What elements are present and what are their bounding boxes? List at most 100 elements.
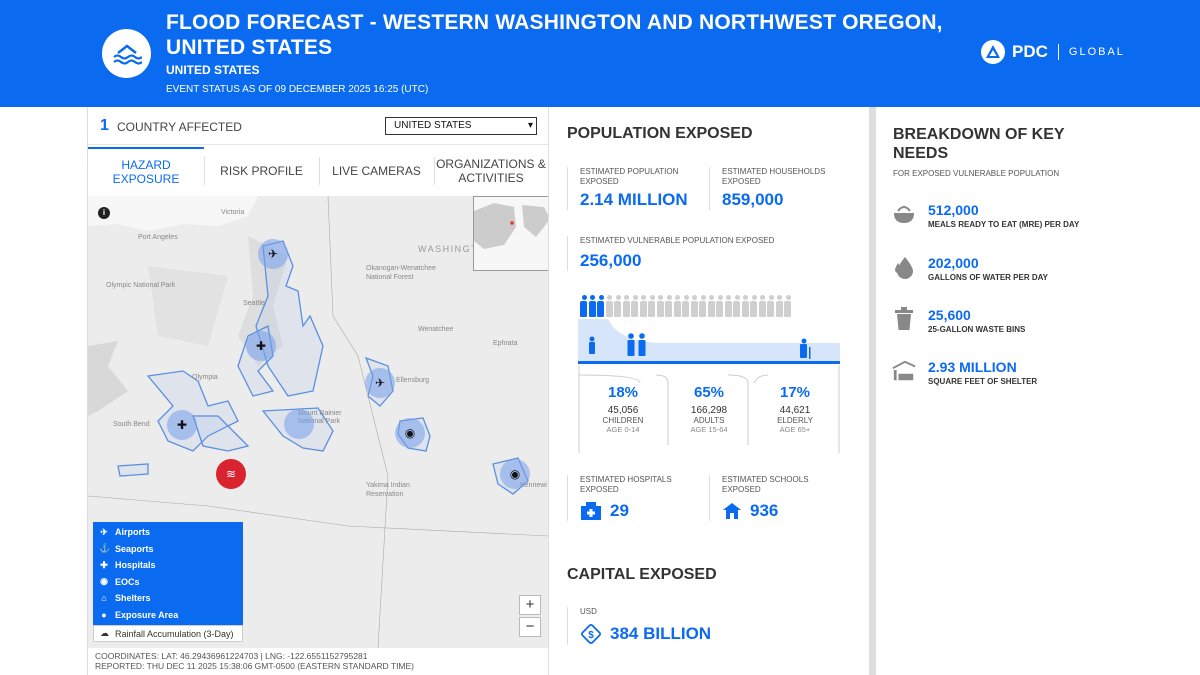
hospital-icon <box>581 502 601 520</box>
legend-seaports[interactable]: ⚓ Seaports <box>93 541 243 558</box>
person-icon <box>784 295 791 317</box>
person-head <box>581 295 587 300</box>
map-label-kennewick: Kennewi <box>520 482 547 489</box>
elderly-range: AGE 65+ <box>779 425 811 434</box>
children-range: AGE 0-14 <box>606 425 640 434</box>
adults-range: AGE 15-64 <box>690 425 728 434</box>
need-water-label: GALLONS OF WATER PER DAY <box>928 273 1049 282</box>
legend-hospitals[interactable]: ✚ Hospitals <box>93 557 243 574</box>
legend-eocs[interactable]: ◉ EOCs <box>93 574 243 591</box>
logo-separator <box>1057 44 1059 60</box>
legend-exposure-label: Exposure Area <box>115 609 179 620</box>
info-icon[interactable]: i <box>98 207 110 219</box>
need-meals-value: 512,000 <box>928 202 979 218</box>
hospital-marker[interactable]: ✚ <box>167 410 197 440</box>
zoom-in-button[interactable]: + <box>519 595 541 615</box>
person-icon-highlighted <box>588 295 596 317</box>
map-label-olympic: Olympic National Park <box>106 282 176 289</box>
shelter-icon <box>892 359 916 383</box>
est-households-value: 859,000 <box>722 190 784 209</box>
legend-exposure-area[interactable]: ● Exposure Area <box>93 607 243 624</box>
legend-eocs-label: EOCs <box>115 576 140 587</box>
capital-value: 384 BILLION <box>610 624 712 643</box>
person-head <box>632 295 638 300</box>
hazard-panel: 1 COUNTRY AFFECTED UNITED STATES ▾ HAZAR… <box>87 107 549 675</box>
adults-percent: 65% <box>693 384 725 401</box>
need-waste-label: 25-GALLON WASTE BINS <box>928 325 1026 334</box>
person-icon <box>622 295 630 317</box>
legend-airports[interactable]: ✈ Airports <box>93 524 243 541</box>
person-head <box>785 295 791 300</box>
hospital-marker[interactable]: ✚ <box>246 331 276 361</box>
anchor-icon: ⚓ <box>99 543 111 554</box>
vulnerable-people-pictogram <box>580 295 791 317</box>
tab-hazard-exposure[interactable]: HAZARD EXPOSURE <box>88 147 204 195</box>
flood-icon <box>102 29 151 78</box>
country-select[interactable]: UNITED STATES ▾ <box>385 117 537 135</box>
person-body <box>656 301 664 317</box>
pdc-logo[interactable]: PDC GLOBAL <box>980 39 1125 65</box>
elderly-percent: 17% <box>779 384 811 401</box>
capital-title: CAPITAL EXPOSED <box>567 566 717 583</box>
legend-rainfall[interactable]: ☁ Rainfall Accumulation (3-Day) <box>93 625 243 642</box>
person-icon <box>605 295 613 317</box>
person-body <box>631 301 638 317</box>
capital-box: USD $ 384 BILLION <box>567 607 767 645</box>
tab-risk-profile[interactable]: RISK PROFILE <box>204 147 319 195</box>
person-icon <box>716 295 723 317</box>
exposure-marker[interactable] <box>284 409 314 439</box>
hospitals-label: ESTIMATED HOSPITALS EXPOSED <box>580 475 672 494</box>
need-waste-value: 25,600 <box>928 307 971 323</box>
person-icon <box>758 295 766 317</box>
age-group-adults: 65% 166,298 ADULTS AGE 15-64 <box>666 384 752 434</box>
money-icon: $ <box>581 624 601 644</box>
person-body <box>724 301 732 317</box>
person-body <box>648 301 655 317</box>
schools-label: ESTIMATED SCHOOLS EXPOSED <box>722 475 809 494</box>
inset-world <box>474 203 548 249</box>
trash-bin-icon <box>892 307 916 331</box>
vulnerable-box: ESTIMATED VULNERABLE POPULATION EXPOSED … <box>567 236 827 271</box>
eoc-marker[interactable]: ◉ <box>500 459 530 489</box>
person-head <box>760 295 765 300</box>
flood-hazard-marker[interactable]: ≋ <box>216 459 246 489</box>
people-icon: ● <box>101 609 107 620</box>
country-row: 1 COUNTRY AFFECTED UNITED STATES ▾ <box>88 107 548 145</box>
person-icon-highlighted <box>597 295 604 317</box>
tab-organizations[interactable]: ORGANIZATIONS & ACTIVITIES <box>434 147 548 195</box>
legend-seaports-label: Seaports <box>115 543 154 554</box>
event-status: EVENT STATUS AS OF 09 DECEMBER 2025 16:2… <box>166 84 429 95</box>
person-icon <box>631 295 638 317</box>
person-head <box>649 295 655 300</box>
tab-bar: HAZARD EXPOSURE RISK PROFILE LIVE CAMERA… <box>88 147 548 195</box>
person-icon <box>682 295 689 317</box>
person-head <box>709 295 714 300</box>
legend-shelters[interactable]: ⌂ Shelters <box>93 590 243 607</box>
person-body <box>767 301 774 317</box>
map-label-port-angeles: Port Angeles <box>138 234 178 241</box>
hazard-map[interactable]: Victoria Port Angeles Olympic National P… <box>88 196 548 648</box>
person-icon <box>707 295 715 317</box>
svg-text:$: $ <box>588 630 594 641</box>
person-body <box>597 301 604 317</box>
person-body <box>580 301 587 317</box>
capital-currency: USD <box>580 607 597 616</box>
map-label-seattle: Seattle <box>243 300 265 307</box>
pdc-logo-text: PDC <box>1012 42 1048 61</box>
age-distribution-graphic <box>578 319 840 364</box>
person-body <box>750 301 757 317</box>
zoom-out-button[interactable]: − <box>519 617 541 637</box>
rain-icon: ☁ <box>100 628 109 638</box>
schools-value: 936 <box>750 501 779 520</box>
tab-live-cameras[interactable]: LIVE CAMERAS <box>319 147 434 195</box>
person-head <box>598 295 604 300</box>
airport-marker[interactable]: ✈ <box>258 239 288 269</box>
header-country: UNITED STATES <box>166 63 260 77</box>
map-label-okanogan: Okanogan-Wenatchee National Forest <box>366 265 436 281</box>
person-icon <box>741 295 749 317</box>
children-label: CHILDREN <box>602 416 644 425</box>
airport-marker[interactable]: ✈ <box>365 368 395 398</box>
person-icon <box>656 295 664 317</box>
map-label-ellensburg: Ellensburg <box>396 377 430 384</box>
eoc-marker[interactable]: ◉ <box>395 418 425 448</box>
